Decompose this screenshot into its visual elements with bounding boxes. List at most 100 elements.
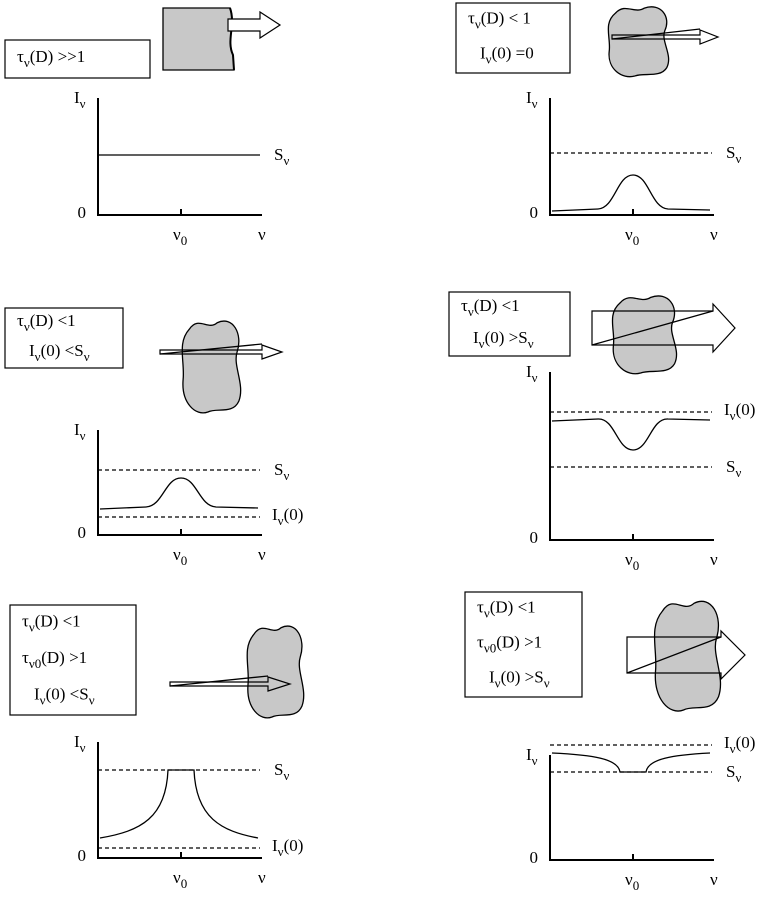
label-text: τ: [477, 598, 484, 617]
x-axis-label: ν: [258, 868, 266, 887]
label-text: τ: [461, 296, 468, 315]
label-text: (0) <S: [41, 341, 84, 360]
ray: [611, 28, 701, 40]
subscript: ν: [24, 319, 30, 334]
source-label: Sν: [274, 460, 289, 483]
condition-box: [464, 591, 583, 698]
subscript: 0: [633, 558, 640, 573]
x-axis-label: ν: [710, 225, 718, 244]
subscript: ν: [495, 676, 501, 691]
label-text: (D) >>1: [30, 47, 86, 66]
label-text: S: [274, 760, 283, 779]
label-text: ν: [625, 550, 633, 569]
nu0-label: ν0: [625, 870, 639, 893]
subscript: ν: [80, 428, 86, 443]
subscript: ν: [735, 151, 741, 166]
condition: Iν(0) <Sν: [29, 341, 90, 364]
label-text: ν: [258, 545, 266, 564]
subscript: ν: [283, 468, 289, 483]
nu0-label: ν0: [173, 868, 187, 891]
subscript: ν: [528, 336, 534, 351]
condition: τν(D) <1: [22, 611, 81, 634]
label-text: 0: [530, 528, 539, 547]
label-text: (0): [736, 733, 756, 752]
source-label: Sν: [274, 145, 289, 168]
x-axis-label: ν: [258, 225, 266, 244]
subscript: ν: [532, 370, 538, 385]
label-text: I: [74, 732, 80, 751]
label-text: (D) <1: [474, 296, 520, 315]
background-label: Iν(0): [724, 733, 755, 756]
y-axis-label: Iν: [526, 745, 538, 768]
label-text: ν: [173, 225, 181, 244]
subscript: ν: [479, 336, 485, 351]
label-text: I: [526, 745, 532, 764]
subscript: ν: [29, 619, 35, 634]
subscript: ν: [730, 741, 736, 756]
subscript: ν0: [29, 656, 41, 671]
subscript: ν: [278, 844, 284, 859]
arrow: [611, 29, 720, 45]
label-text: S: [726, 457, 735, 476]
subscript: ν: [486, 52, 492, 67]
label-text: τ: [17, 47, 24, 66]
spectrum: [551, 174, 711, 212]
label-text: ν: [625, 225, 633, 244]
subscript: 0: [181, 553, 188, 568]
label-text: S: [726, 143, 735, 162]
subscript: 0: [633, 233, 640, 248]
label-text: I: [74, 420, 80, 439]
label-text: τ: [22, 611, 29, 630]
origin-label: 0: [78, 203, 87, 222]
label-text: τ: [22, 648, 29, 667]
arrow: [169, 676, 292, 692]
subscript: ν: [484, 606, 490, 621]
subscript: ν: [730, 408, 736, 423]
label-text: ν: [258, 868, 266, 887]
label-text: 0: [78, 203, 87, 222]
label-text: I: [272, 836, 278, 855]
subscript: ν: [278, 513, 284, 528]
cloud: [607, 6, 670, 78]
x-axis-label: ν: [258, 545, 266, 564]
spectrum: [99, 769, 259, 839]
label-text: I: [724, 733, 730, 752]
y-axis-label: Iν: [526, 362, 538, 385]
label-text: (D) >1: [496, 633, 542, 652]
origin-label: 0: [530, 848, 539, 867]
subscript: ν: [84, 349, 90, 364]
subscript: ν0: [484, 641, 496, 656]
subscript: ν: [532, 753, 538, 768]
axes: [97, 98, 262, 216]
subscript: ν: [475, 17, 481, 32]
label-text: I: [34, 685, 40, 704]
label-text: (0) >S: [485, 328, 528, 347]
opaque-slab: [162, 7, 235, 71]
subscript: 0: [633, 878, 640, 893]
cloud: [611, 295, 678, 375]
label-text: 0: [78, 846, 87, 865]
label-text: I: [489, 668, 495, 687]
label-text: I: [526, 88, 532, 107]
background-label: Iν(0): [272, 836, 303, 859]
nu0-label: ν0: [625, 225, 639, 248]
arrow: [591, 302, 736, 354]
label-text: τ: [468, 9, 475, 28]
label-text: (0) >S: [501, 668, 544, 687]
source-label: Sν: [726, 143, 741, 166]
spectrum: [551, 418, 711, 451]
condition-box: [448, 291, 571, 357]
origin-label: 0: [530, 528, 539, 547]
condition: τν(D) < 1: [468, 9, 531, 32]
subscript: ν: [24, 55, 30, 70]
label-text: I: [473, 328, 479, 347]
condition: τν0(D) >1: [22, 648, 87, 671]
label-text: (D) <1: [30, 311, 76, 330]
label-text: I: [272, 505, 278, 524]
background-label: Iν(0): [724, 400, 755, 423]
label-text: ν: [710, 550, 718, 569]
axes: [549, 372, 714, 541]
label-text: 0: [530, 203, 539, 222]
background-label: Iν(0): [272, 505, 303, 528]
source-label: Sν: [726, 457, 741, 480]
